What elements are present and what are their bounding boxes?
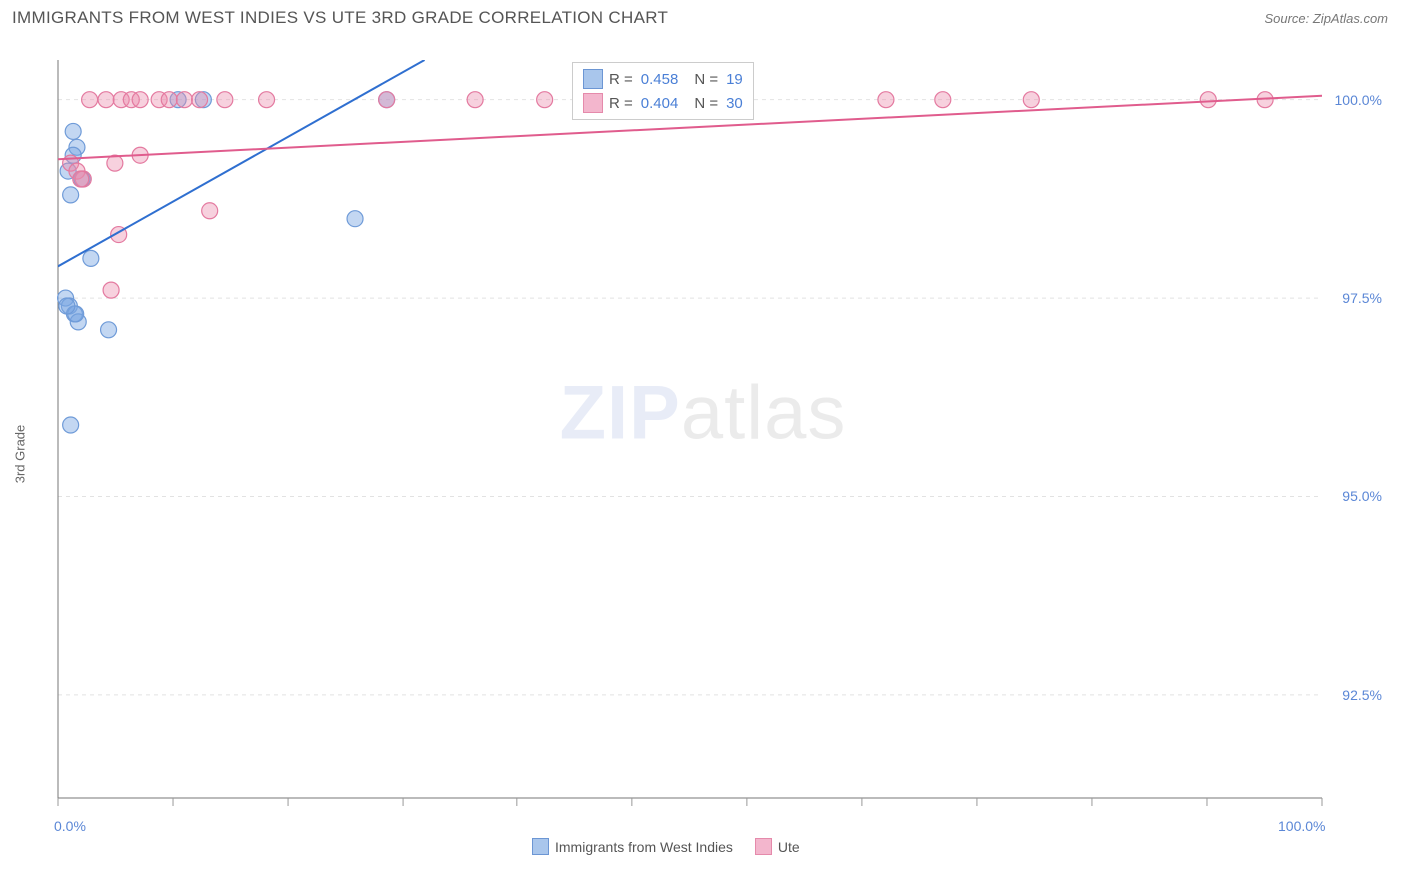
series-name: Ute xyxy=(778,839,800,855)
legend-n-label: N = xyxy=(694,71,718,88)
legend-n-value: 19 xyxy=(726,71,743,88)
y-tick-label: 100.0% xyxy=(1326,92,1382,108)
y-tick-label: 97.5% xyxy=(1326,290,1382,306)
chart-container: 3rd Grade ZIPatlas R =0.458N =19R =0.404… xyxy=(12,48,1394,860)
legend-r-label: R = xyxy=(609,95,633,112)
legend-r-value: 0.458 xyxy=(641,71,679,88)
legend-n-value: 30 xyxy=(726,95,743,112)
stats-legend-row: R = 0.404 N = 30 xyxy=(583,91,743,115)
y-tick-label: 92.5% xyxy=(1326,687,1382,703)
legend-swatch xyxy=(583,69,603,89)
source-attribution: Source: ZipAtlas.com xyxy=(1264,11,1388,26)
stats-legend-row: R = 0.458 N = 19 xyxy=(583,67,743,91)
x-axis-max-label: 100.0% xyxy=(1278,818,1325,834)
legend-swatch xyxy=(583,93,603,113)
x-axis-min-label: 0.0% xyxy=(54,818,86,834)
legend-r-label: R = xyxy=(609,71,633,88)
legend-swatch xyxy=(755,838,772,855)
legend-swatch xyxy=(532,838,549,855)
header: IMMIGRANTS FROM WEST INDIES VS UTE 3RD G… xyxy=(0,0,1406,42)
y-tick-label: 95.0% xyxy=(1326,488,1382,504)
series-name: Immigrants from West Indies xyxy=(555,839,733,855)
series-legend: Immigrants from West Indies Ute xyxy=(532,838,800,855)
scatter-chart xyxy=(12,48,1394,860)
legend-n-label: N = xyxy=(694,95,718,112)
y-axis-label: 3rd Grade xyxy=(13,425,28,484)
series-legend-item: Immigrants from West Indies xyxy=(532,838,733,855)
stats-legend: R = 0.458 N = 19 R = 0.404 N = 30 xyxy=(572,62,754,120)
chart-title: IMMIGRANTS FROM WEST INDIES VS UTE 3RD G… xyxy=(12,8,668,28)
series-legend-item: Ute xyxy=(755,838,800,855)
legend-r-value: 0.404 xyxy=(641,95,679,112)
